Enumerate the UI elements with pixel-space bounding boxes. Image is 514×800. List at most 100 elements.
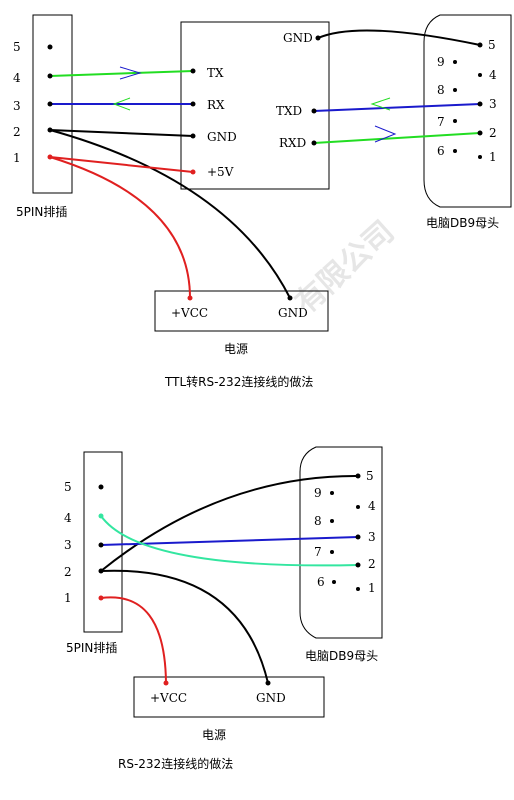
db9-pin-6-dot [453, 149, 457, 153]
module-gnd-dot [190, 133, 196, 139]
wire-module-gnd-to-db9-5 [317, 29, 481, 46]
db9-pin-1-dot [478, 155, 482, 159]
db9-2-pin-5-dot [355, 473, 361, 479]
module-txd-dot [311, 108, 317, 114]
diagram1-caption: TTL转RS-232连接线的做法 [164, 374, 313, 389]
diagram2-caption: RS-232连接线的做法 [118, 756, 233, 771]
diagram-ttl-to-rs232: 5 4 3 2 1 5PIN排插 TX RX GND +5V GND TXD R… [13, 14, 512, 389]
module-pin-5v-label: +5V [207, 165, 234, 179]
db9-pin-8-label: 8 [437, 83, 445, 97]
header2-pin-5-label: 5 [64, 480, 72, 494]
db9-2-pin-1-dot [356, 587, 360, 591]
header2-5pin-label: 5PIN排插 [66, 641, 117, 655]
wire2-pin1-to-power-vcc [100, 596, 167, 684]
ttl-module-box [180, 21, 330, 190]
power2-label: 电源 [202, 728, 226, 742]
db9-pin-8-dot [453, 88, 457, 92]
wire-pin4-to-tx [49, 70, 194, 77]
db9-2-pin-3-label: 3 [368, 530, 376, 544]
db9-pin-5-dot [477, 42, 483, 48]
module-pin-txd-label: TXD [276, 104, 302, 118]
db9-2-pin-4-label: 4 [368, 499, 376, 513]
module-rx-dot [190, 101, 196, 107]
db9-2-pin-8-label: 8 [314, 514, 322, 528]
wire-pin2-to-power-gnd [49, 129, 291, 299]
db9-2-pin-9-label: 9 [314, 486, 322, 500]
db9-2-pin-2-dot [355, 562, 361, 568]
db9-2-pin-1-label: 1 [368, 581, 376, 595]
db9-pin-7-label: 7 [437, 115, 445, 129]
wire-txd-to-db9-3 [313, 103, 481, 112]
wire-pin1-to-power-vcc [49, 156, 191, 299]
header-5pin-label: 5PIN排插 [16, 205, 67, 219]
header-pin-1-label: 1 [13, 151, 21, 165]
db9-pin-3-dot [477, 101, 483, 107]
wire2-pin2-to-db9-5 [100, 474, 359, 572]
header-pin-4-dot [47, 73, 53, 79]
wire2-pin4-to-db9-2 [100, 515, 359, 567]
power-vcc-dot [187, 295, 193, 301]
wire-pin2-to-gnd [49, 129, 194, 137]
power2-vcc-label: +VCC [150, 691, 187, 705]
power2-box [133, 676, 325, 718]
wire-pin1-to-5v [49, 156, 194, 173]
db9-2-pin-3-dot [355, 534, 361, 540]
wire2-pin2-to-power-gnd [100, 569, 269, 684]
db9-2-pin-6-label: 6 [317, 575, 325, 589]
wire-rxd-arrow [374, 125, 397, 143]
header2-pin-2-dot [98, 568, 104, 574]
power-gnd-label: GND [278, 306, 308, 320]
power-vcc-label: +VCC [171, 306, 208, 320]
wire-rxd-to-db9-2 [313, 132, 481, 144]
db9-pin-4-label: 4 [489, 68, 497, 82]
header-pin-5-dot [47, 44, 53, 50]
header-pin-2-dot [47, 127, 53, 133]
db9-2-pin-8-dot [330, 519, 334, 523]
header-pin-3-dot [47, 101, 53, 107]
db9-2-pin-4-dot [356, 505, 360, 509]
wire-pin4-arrow [119, 66, 142, 80]
module-pin-tx-label: TX [207, 66, 224, 80]
module-tx-dot [190, 68, 196, 74]
power2-vcc-dot [163, 680, 169, 686]
db9-2-pin-7-dot [330, 550, 334, 554]
db9-2-pin-6-dot [332, 580, 336, 584]
db9-pin-9-label: 9 [437, 55, 445, 69]
db9-pin-3-label: 3 [489, 97, 497, 111]
db9-2-connector-label: 电脑DB9母头 [305, 649, 378, 663]
diagram-rs232: 5 4 3 2 1 5PIN排插 5 9 4 8 3 7 2 6 1 电脑DB9… [64, 446, 383, 771]
power-box [154, 290, 329, 332]
header2-5pin-box [83, 451, 123, 633]
wire2-pin3-to-db9-3 [100, 536, 359, 546]
header-pin-5-label: 5 [13, 40, 21, 54]
header2-pin-3-label: 3 [64, 538, 72, 552]
module-rxd-dot [311, 140, 317, 146]
wire-pin3-arrow [112, 97, 131, 111]
db9-2-pin-9-dot [330, 491, 334, 495]
power-gnd-dot [287, 295, 293, 301]
db9-2-connector-outline [299, 446, 383, 639]
db9-2-pin-7-label: 7 [314, 545, 322, 559]
db9-pin-6-label: 6 [437, 144, 445, 158]
module-pin-gnd-right-label: GND [283, 31, 313, 45]
db9-connector-label: 电脑DB9母头 [426, 216, 499, 230]
header2-pin-1-dot [98, 595, 104, 601]
module-gnd-right-dot [315, 35, 321, 41]
db9-2-pin-2-label: 2 [368, 557, 376, 571]
db9-pin-1-label: 1 [489, 150, 497, 164]
header2-pin-4-label: 4 [64, 511, 72, 525]
module-5v-dot [190, 169, 196, 175]
module-pin-gnd-label: GND [207, 130, 237, 144]
db9-pin-9-dot [453, 60, 457, 64]
module-pin-rxd-label: RXD [279, 136, 306, 150]
power-label: 电源 [224, 342, 248, 356]
header2-pin-2-label: 2 [64, 565, 72, 579]
db9-2-pin-5-label: 5 [366, 469, 374, 483]
module-pin-rx-label: RX [207, 98, 225, 112]
header2-pin-4-dot [98, 513, 104, 519]
header-pin-4-label: 4 [13, 71, 21, 85]
power2-gnd-label: GND [256, 691, 286, 705]
header-pin-3-label: 3 [13, 99, 21, 113]
db9-connector-outline [423, 14, 512, 208]
